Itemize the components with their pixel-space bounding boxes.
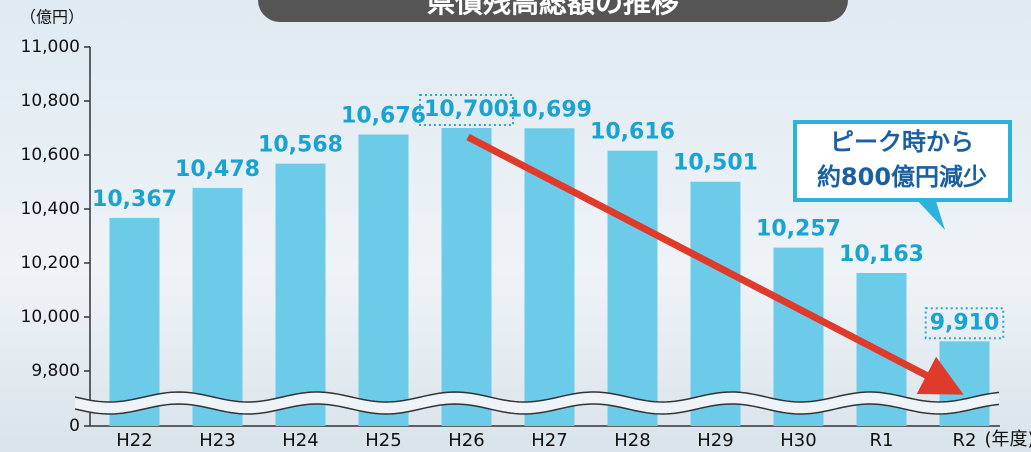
value-label: 10,568 <box>258 133 343 158</box>
bar <box>359 134 409 426</box>
x-tick-label: H29 <box>697 430 733 451</box>
bar <box>774 248 824 426</box>
x-axis-label: (年度) <box>985 429 1031 450</box>
y-tick-label: 10,200 <box>21 253 80 273</box>
annotation: ピーク時から <box>830 128 974 156</box>
value-label: 10,163 <box>839 242 924 267</box>
y-tick-label: 10,800 <box>21 91 80 111</box>
value-label: 10,699 <box>507 97 592 122</box>
annotation: 約800億円減少 <box>817 163 987 191</box>
y-tick-label: 9,800 <box>31 361 80 381</box>
chart: 県債残高総額の推移 （億円） 0 9,800 10,000 10,200 10,400 1… <box>0 0 1031 452</box>
chart-title: 県債残高総額の推移 <box>427 0 679 19</box>
value-label: 10,676 <box>341 103 426 128</box>
y-axis-label: （億円） <box>20 8 84 27</box>
x-tick-label: H24 <box>282 430 318 451</box>
x-tick-label: H26 <box>448 430 484 451</box>
value-label: 10,616 <box>590 120 675 145</box>
value-label: 10,367 <box>92 187 177 212</box>
value-label: 9,910 <box>930 310 1000 335</box>
bar <box>276 164 326 426</box>
bar <box>691 182 741 426</box>
value-label: 10,257 <box>756 217 841 242</box>
x-tick-label: H25 <box>365 430 401 451</box>
bar <box>442 128 492 426</box>
x-tick-label: H23 <box>199 430 235 451</box>
x-tick-label: H27 <box>531 430 567 451</box>
bar <box>193 188 243 426</box>
y-tick-label: 0 <box>69 416 80 436</box>
x-tick-label: H22 <box>116 430 152 451</box>
x-tick-label: H28 <box>614 430 650 451</box>
value-label: 10,501 <box>673 151 758 176</box>
bar <box>608 151 658 426</box>
y-tick-label: 10,400 <box>21 199 80 219</box>
value-label: 10,700 <box>424 97 509 122</box>
x-tick-label: R2 <box>953 430 977 451</box>
x-tick-label: R1 <box>870 430 894 451</box>
y-tick-label: 11,000 <box>21 37 80 57</box>
x-tick-label: H30 <box>780 430 816 451</box>
value-label: 10,478 <box>175 157 260 182</box>
y-tick-label: 10,000 <box>21 307 80 327</box>
y-tick-label: 10,600 <box>21 145 80 165</box>
